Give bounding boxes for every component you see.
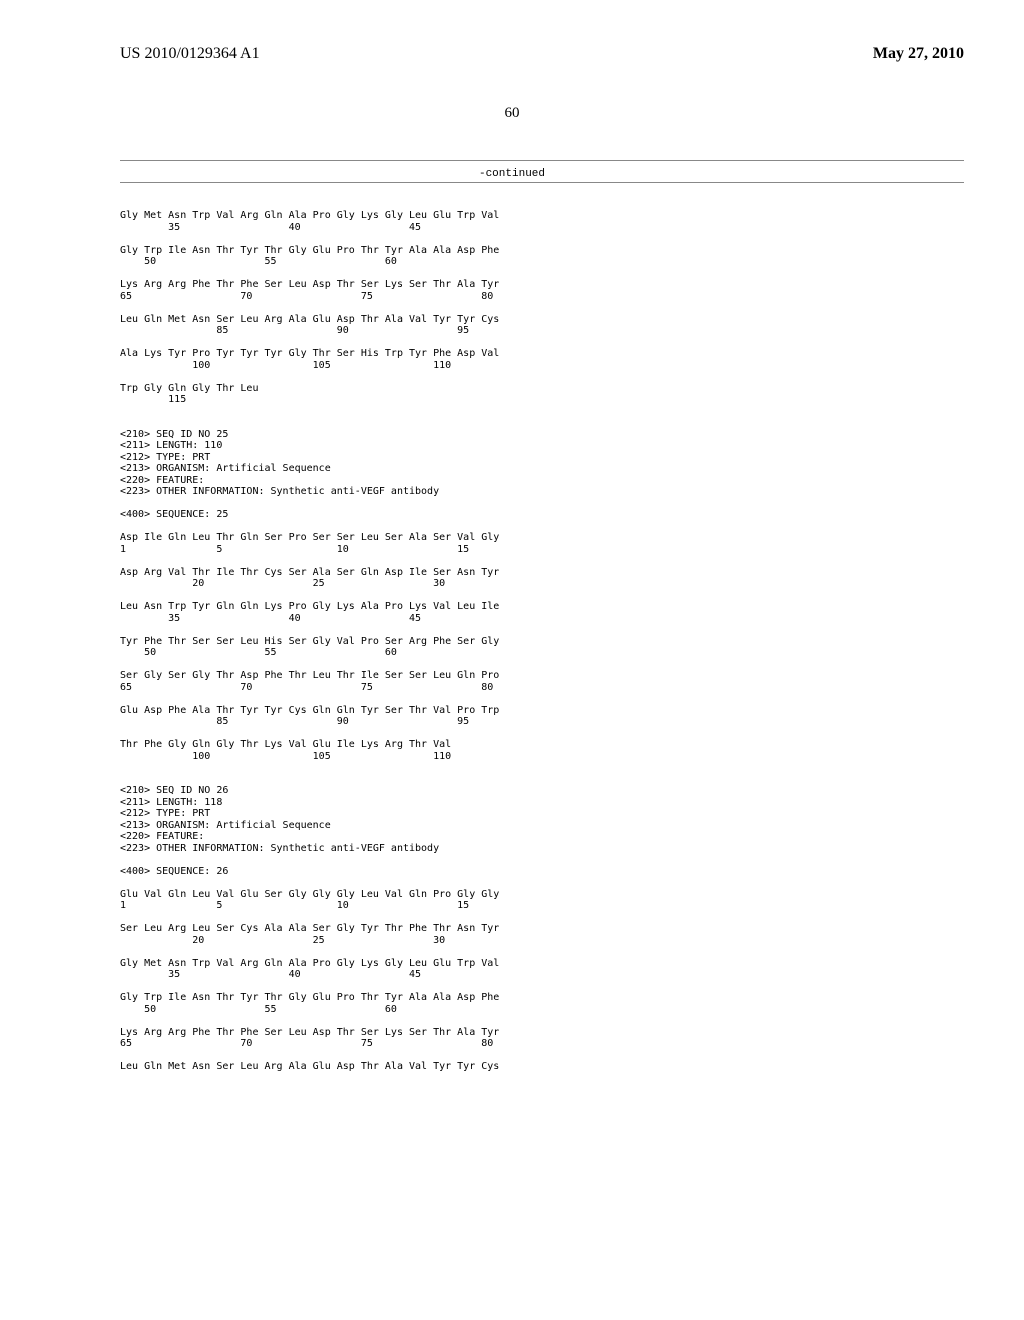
publication-date: May 27, 2010 xyxy=(873,45,964,63)
page-number: 60 xyxy=(0,105,1024,122)
divider-top xyxy=(120,160,964,161)
sequence-listing: Gly Met Asn Trp Val Arg Gln Ala Pro Gly … xyxy=(120,200,964,1083)
sequence-pre: Gly Met Asn Trp Val Arg Gln Ala Pro Gly … xyxy=(120,210,964,1073)
continued-label: -continued xyxy=(0,168,1024,180)
divider-bottom xyxy=(120,182,964,183)
publication-number: US 2010/0129364 A1 xyxy=(120,45,260,63)
